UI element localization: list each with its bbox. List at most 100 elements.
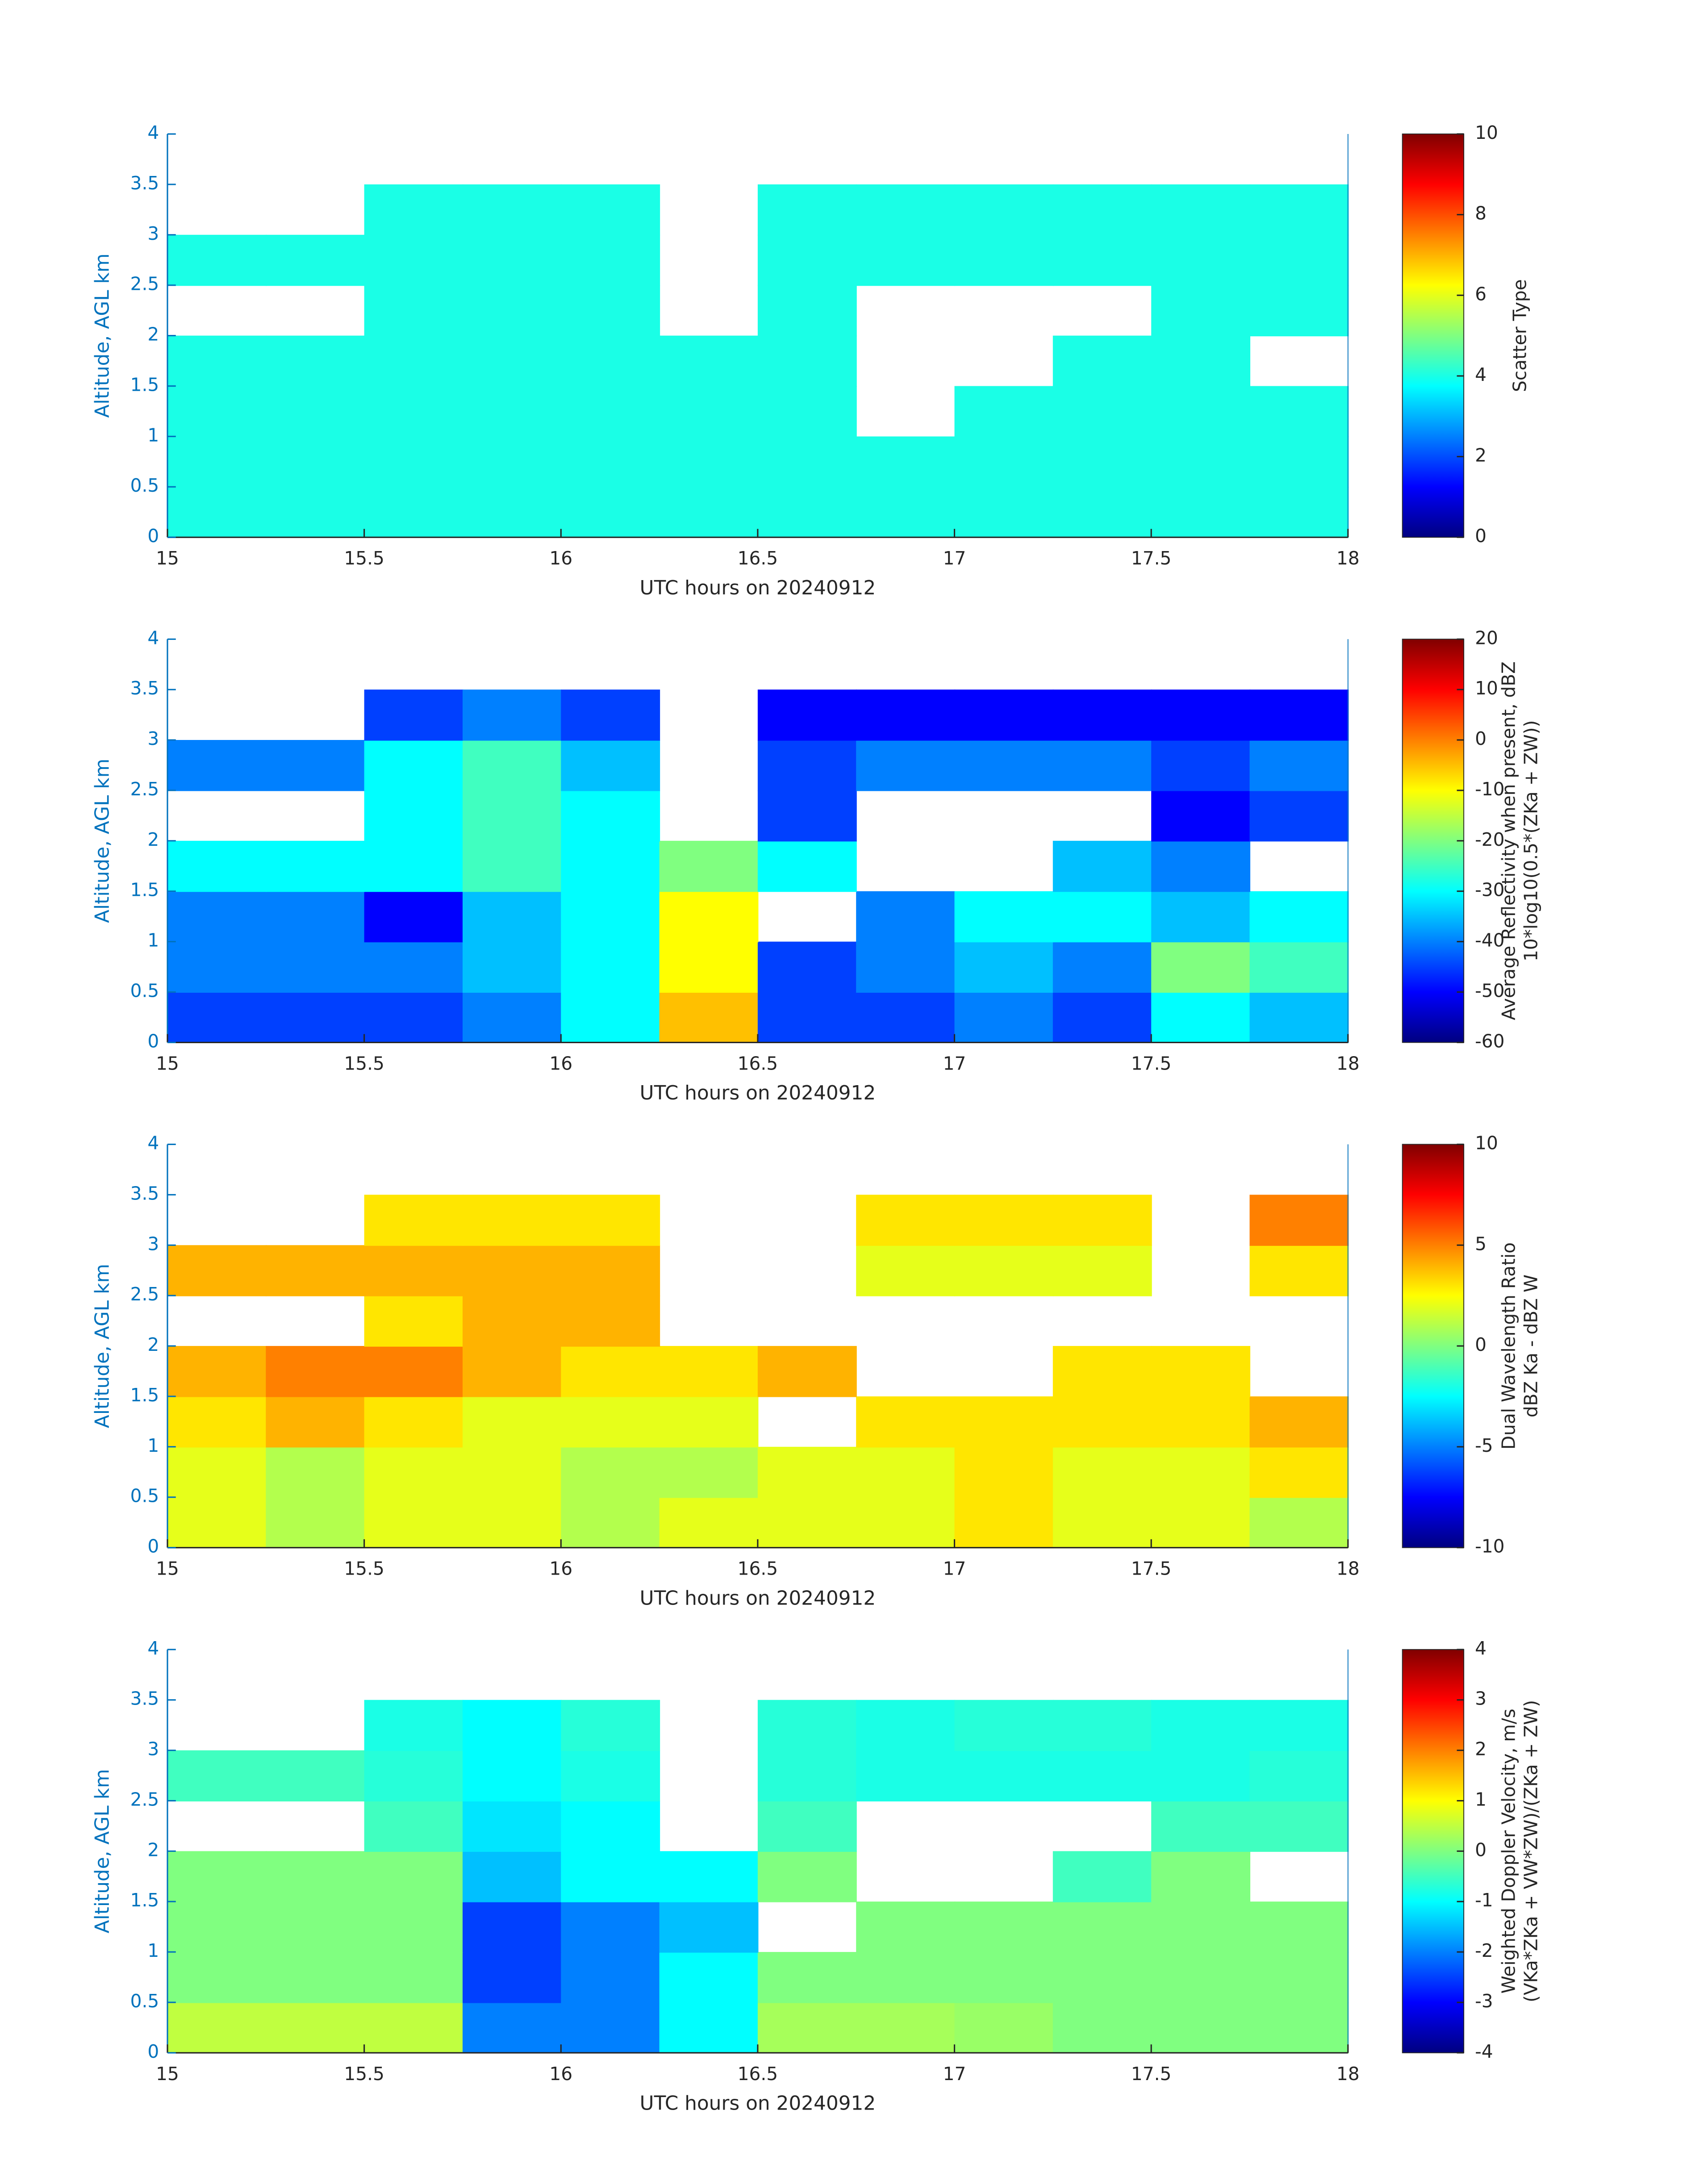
cell <box>757 1801 857 1852</box>
y-tick-label: 3 <box>147 728 159 749</box>
y-tick-label: 2.5 <box>130 273 159 295</box>
colorbar-tick-label: -50 <box>1475 980 1504 1001</box>
colorbar <box>1402 134 1465 538</box>
y-tick-label: 1.5 <box>130 879 159 901</box>
cell <box>462 1497 562 1549</box>
y-tick-label: 1 <box>147 1435 159 1456</box>
cell <box>1052 1346 1152 1397</box>
cell <box>659 1446 759 1498</box>
cell <box>364 285 464 337</box>
cell <box>1151 1851 1250 1902</box>
colorbar-tick-label: 0 <box>1475 1839 1487 1860</box>
cell <box>1151 436 1250 488</box>
cell <box>1151 1901 1250 1953</box>
cell <box>1249 1952 1349 2003</box>
cell <box>954 992 1054 1043</box>
cell <box>561 840 660 892</box>
y-tick-label: 1 <box>147 1940 159 1961</box>
cell <box>1052 184 1152 236</box>
cell <box>266 1346 365 1397</box>
cell <box>1151 1497 1250 1549</box>
cell <box>266 1851 365 1902</box>
colorbar <box>1402 1144 1465 1548</box>
cell <box>1151 891 1250 943</box>
cell <box>1052 436 1152 488</box>
colorbar-label: Weighted Doppler Velocity, m/s <box>1498 1709 1519 1993</box>
colorbar-label: Average Reflectivity when present, dBZ <box>1498 661 1519 1020</box>
cell <box>1249 1245 1349 1296</box>
cell <box>561 992 660 1043</box>
cell <box>561 1901 660 1953</box>
cell <box>757 740 857 791</box>
cell <box>757 184 857 236</box>
y-tick-label: 1 <box>147 930 159 951</box>
x-tick-label: 16 <box>549 1558 572 1579</box>
cell <box>1249 1901 1349 1953</box>
cell <box>462 689 562 741</box>
cell <box>266 234 365 286</box>
cell <box>462 891 562 943</box>
cell <box>757 790 857 842</box>
cell <box>1052 1700 1152 1751</box>
cell <box>266 1396 365 1448</box>
cell <box>1151 740 1250 791</box>
cell <box>1052 891 1152 943</box>
cell <box>364 740 464 791</box>
x-tick-label: 16.5 <box>738 1558 778 1579</box>
cell <box>167 891 267 943</box>
cell <box>561 740 660 791</box>
cell <box>462 1446 562 1498</box>
cell <box>462 436 562 488</box>
cell <box>462 1851 562 1902</box>
cell <box>266 740 365 791</box>
cell <box>462 1346 562 1397</box>
x-tick-label: 18 <box>1336 1053 1360 1074</box>
cell <box>364 386 464 437</box>
cell <box>364 487 464 538</box>
cell <box>954 689 1054 741</box>
cell <box>462 386 562 437</box>
cell <box>757 2002 857 2054</box>
cell <box>364 234 464 286</box>
cell <box>561 1952 660 2003</box>
cell <box>1249 1801 1349 1852</box>
cell <box>659 1396 759 1448</box>
cell <box>659 1346 759 1397</box>
colorbar-label: Scatter Type <box>1509 279 1530 392</box>
cell <box>1052 487 1152 538</box>
cell <box>757 1346 857 1397</box>
x-tick-label: 15 <box>156 547 179 569</box>
x-tick-label: 17.5 <box>1131 547 1171 569</box>
colorbar-tick-label: 4 <box>1475 364 1487 385</box>
cell <box>364 2002 464 2054</box>
cell <box>1151 285 1250 337</box>
cell <box>266 1497 365 1549</box>
cell <box>462 1245 562 1296</box>
cell <box>1052 840 1152 892</box>
y-tick-label: 0.5 <box>130 980 159 1001</box>
cell <box>659 891 759 943</box>
y-tick-label: 3.5 <box>130 172 159 194</box>
y-tick-label: 2 <box>147 1334 159 1355</box>
cell <box>1249 1750 1349 1801</box>
cell <box>856 1446 956 1498</box>
cell <box>167 941 267 993</box>
cell <box>561 487 660 538</box>
colorbar-tick-label: -5 <box>1475 1435 1493 1456</box>
cell <box>364 436 464 488</box>
colorbar-tick-label: 20 <box>1475 627 1498 648</box>
x-tick-label: 18 <box>1336 2063 1360 2085</box>
cell <box>757 992 857 1043</box>
colorbar-tick-label: 5 <box>1475 1233 1487 1254</box>
cell <box>856 740 956 791</box>
y-tick-label: 3.5 <box>130 677 159 699</box>
cell <box>364 1346 464 1397</box>
cell <box>1151 335 1250 387</box>
cell <box>266 487 365 538</box>
cell <box>462 2002 562 2054</box>
panel: 15 15.5 16 16.5 17 17.5 18 0 0.5 1 1.5 2 2.5 3 3.5 4 UTC… <box>91 1132 1541 1610</box>
cell <box>1249 689 1349 741</box>
cell <box>954 1901 1054 1953</box>
cell <box>266 2002 365 2054</box>
cell <box>266 1750 365 1801</box>
